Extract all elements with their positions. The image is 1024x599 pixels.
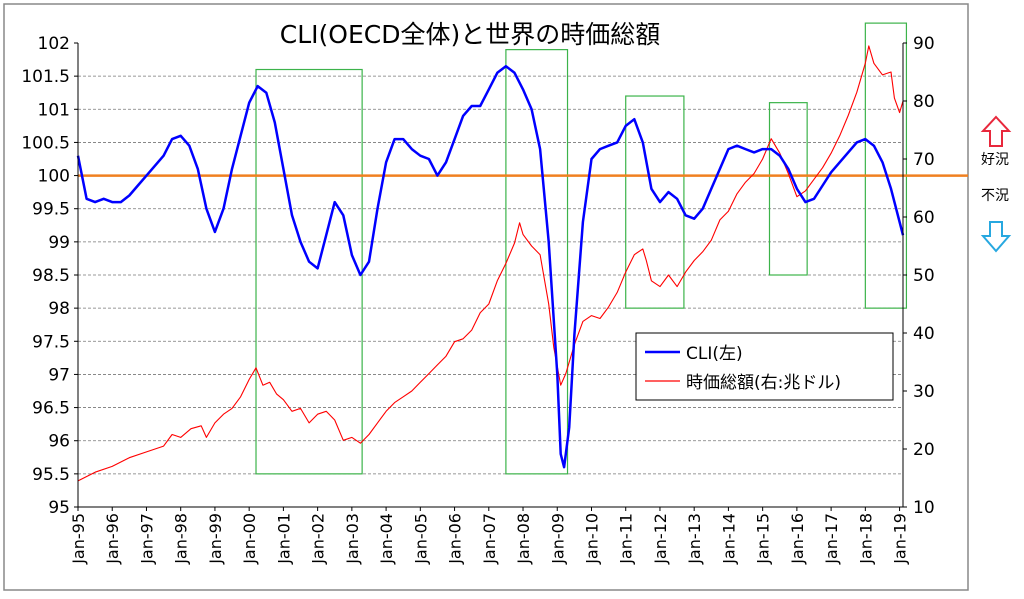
x-tick-label: Jan-18 [856,513,875,565]
right-tick-labels: 10 20 30 40 50 60 70 80 90 [903,34,935,518]
x-tick-label: Jan-16 [788,513,807,565]
x-tick-labels: Jan-95 Jan-96 Jan-97 Jan-98 Jan-99 Jan-00 Jan-… [69,507,910,565]
legend: CLI(左) 時価総額(右:兆ドル) [635,332,894,401]
left-tick-labels: 95 95.5 96 96.5 97 97.5 98 98.5 99 99.5 100 100.5 10… [21,34,78,518]
x-tick-label: Jan-08 [514,513,533,565]
x-tick-label: Jan-07 [480,513,499,565]
legend-label-mcap: 時価総額(右:兆ドル) [686,373,841,393]
right-tick-label: 90 [913,34,935,54]
x-tick-label: Jan-15 [754,513,773,565]
legend-box [635,332,894,401]
left-tick-label: 100.5 [21,133,70,153]
good-label: 好況 [981,152,1009,168]
right-tick-label: 80 [913,92,935,112]
x-tick-label: Jan-03 [343,513,362,565]
x-tick-label: Jan-05 [411,513,430,565]
x-tick-label: Jan-14 [719,513,738,565]
left-tick-label: 97.5 [32,332,70,352]
x-tick-label: Jan-96 [103,513,122,565]
left-tick-label: 101 [38,100,70,120]
x-tick-label: Jan-98 [172,513,191,565]
x-tick-label: Jan-95 [69,513,88,565]
x-tick-label: Jan-13 [685,513,704,565]
highlight-boxes [255,22,908,475]
right-tick-label: 40 [913,324,935,344]
legend-label-cli: CLI(左) [686,344,743,364]
left-tick-label: 99 [48,233,70,253]
left-tick-label: 99.5 [32,200,70,220]
highlight-box [625,95,685,309]
x-tick-label: Jan-02 [309,513,328,565]
right-tick-label: 30 [913,382,935,402]
left-tick-label: 96 [48,432,70,452]
series-line-cli [76,64,905,469]
series-lines [76,45,905,482]
right-tick-label: 50 [913,266,935,286]
left-tick-label: 97 [48,365,70,385]
left-tick-label: 96.5 [32,399,70,419]
left-tick-label: 95.5 [32,465,70,485]
up-arrow-shape [980,115,1012,147]
left-tick-label: 98.5 [32,266,70,286]
bad-label: 不況 [981,188,1009,204]
right-tick-label: 60 [913,208,935,228]
down-arrow-icon [980,221,1012,253]
up-arrow-icon [980,115,1012,147]
x-tick-label: Jan-11 [617,513,636,565]
left-tick-label: 100 [38,167,70,187]
x-tick-label: Jan-17 [822,513,841,565]
x-tick-label: Jan-10 [582,513,601,565]
right-tick-label: 10 [913,498,935,518]
left-tick-label: 102 [38,34,70,54]
down-arrow-shape [980,221,1012,253]
x-tick-label: Jan-00 [240,513,259,565]
chart-title: CLI(OECD全体)と世界の時価総額 [280,20,660,49]
x-tick-label: Jan-19 [891,513,910,565]
right-tick-label: 70 [913,150,935,170]
highlight-box [864,22,908,309]
left-tick-label: 101.5 [21,67,70,87]
x-tick-label: Jan-97 [137,513,156,565]
x-tick-label: Jan-99 [206,513,225,565]
x-tick-label: Jan-12 [651,513,670,565]
left-tick-label: 95 [48,498,70,518]
x-tick-label: Jan-04 [377,513,396,565]
left-tick-label: 98 [48,299,70,319]
x-tick-label: Jan-06 [446,513,465,565]
x-tick-label: Jan-09 [548,513,567,565]
x-tick-label: Jan-01 [274,513,293,565]
right-tick-label: 20 [913,440,935,460]
highlight-box [505,49,569,475]
